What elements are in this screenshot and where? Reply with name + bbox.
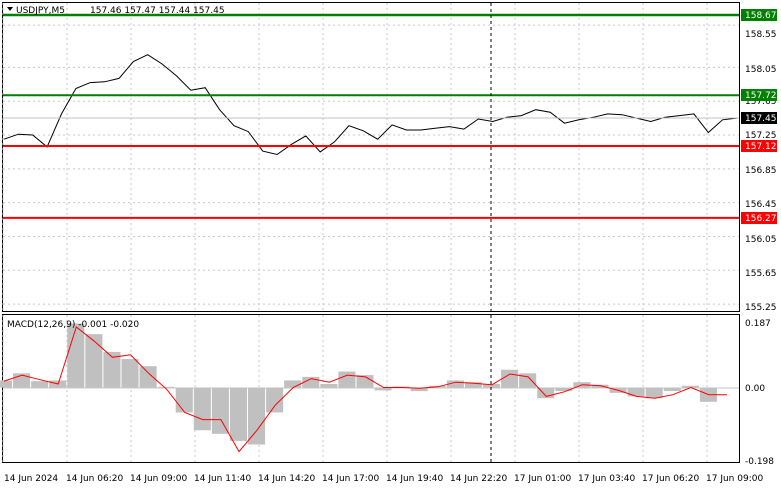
time-label: 14 Jun 11:40: [194, 474, 251, 484]
macd-bar: [284, 380, 302, 388]
time-label: 17 Jun 01:00: [514, 474, 571, 484]
price-tick: 158.05: [745, 65, 777, 75]
macd-bar: [374, 387, 392, 391]
time-label: 14 Jun 06:20: [66, 474, 123, 484]
macd-bar: [645, 387, 663, 399]
level-tag-bg: [741, 9, 777, 21]
time-label: 14 Jun 19:40: [386, 474, 443, 484]
macd-bar: [537, 387, 555, 399]
time-label: 14 Jun 2024: [4, 474, 58, 484]
symbol-label: USDJPY,M5: [16, 6, 65, 16]
macd-bar: [519, 373, 537, 388]
macd-bar: [229, 387, 248, 441]
level-tag: 157.72: [745, 91, 777, 101]
macd-bar: [627, 387, 645, 397]
price-tick: 156.05: [745, 235, 777, 245]
macd-bar: [717, 387, 736, 389]
macd-bar: [464, 382, 482, 388]
time-label: 17 Jun 06:20: [642, 474, 699, 484]
time-axis: 14 Jun 2024 14 Jun 06:20 14 Jun 09:00 14…: [4, 474, 763, 484]
level-tag-bg: [741, 140, 777, 152]
level-tags: 158.67 157.72 157.45 157.12 156.27: [741, 9, 777, 224]
macd-bar: [31, 381, 49, 388]
price-tick: 156.45: [745, 200, 777, 210]
macd-bar: [193, 387, 211, 431]
macd-bar: [410, 387, 428, 392]
horizontal-levels: [3, 13, 739, 219]
macd-bar: [663, 387, 681, 392]
macd-bar: [482, 383, 501, 388]
macd-bar: [121, 359, 139, 388]
price-tick: 157.25: [745, 131, 777, 141]
price-panel[interactable]: [2, 2, 740, 312]
chart-header: USDJPY,M5 157.46 157.47 157.44 157.45: [7, 6, 225, 16]
time-label: 14 Jun 14:20: [258, 474, 315, 484]
time-label: 14 Jun 17:00: [322, 474, 379, 484]
macd-bar: [67, 323, 85, 388]
macd-bar: [157, 386, 175, 388]
macd-tick: 0.187: [745, 319, 771, 329]
level-tag: 156.27: [745, 214, 777, 224]
level-tag-bg: [741, 112, 777, 124]
macd-tick: -0.198: [745, 457, 774, 467]
ohlc-label: 157.46 157.47 157.44 157.45: [90, 6, 225, 16]
macd-bar: [446, 380, 464, 388]
price-axis: 158.55 158.05 157.65 157.25 156.85 156.4…: [745, 30, 777, 313]
price-line: [3, 54, 738, 156]
macd-axis: 0.187 0.00 -0.198: [745, 319, 774, 467]
macd-bar: [211, 387, 229, 434]
macd-bar: [103, 351, 121, 388]
macd-tick: 0.00: [745, 384, 765, 394]
macd-signal-line: [3, 326, 727, 453]
level-tag: 158.67: [745, 11, 777, 21]
level-tag-bg: [741, 212, 777, 224]
price-tick: 156.85: [745, 166, 777, 176]
time-label: 14 Jun 09:00: [130, 474, 187, 484]
level-tag-bg: [741, 89, 777, 101]
level-tag: 157.45: [745, 114, 777, 124]
macd-bar: [681, 385, 699, 388]
dropdown-arrow-icon[interactable]: [7, 7, 13, 11]
level-tag: 157.12: [745, 142, 777, 152]
macd-histogram: [0, 323, 736, 445]
time-label: 14 Jun 22:20: [450, 474, 507, 484]
macd-bar: [248, 387, 266, 445]
macd-bar: [0, 380, 13, 388]
macd-bar: [501, 369, 519, 388]
macd-bar: [338, 371, 356, 388]
macd-bar: [85, 334, 103, 388]
macd-bar: [356, 375, 374, 388]
price-tick: 155.25: [745, 303, 777, 313]
time-label: 17 Jun 09:00: [706, 474, 763, 484]
macd-bar: [320, 383, 338, 388]
macd-bar: [302, 376, 320, 388]
macd-label: MACD(12,26,9) -0.001 -0.020: [7, 320, 139, 330]
price-tick: 157.65: [745, 97, 777, 107]
macd-bar: [175, 387, 193, 413]
time-label: 17 Jun 03:40: [578, 474, 635, 484]
price-tick: 158.55: [745, 30, 777, 40]
price-grid: [2, 3, 739, 311]
macd-bar: [139, 366, 157, 388]
macd-bar: [266, 387, 284, 413]
price-tick: 155.65: [745, 269, 777, 279]
macd-bar: [555, 387, 573, 392]
